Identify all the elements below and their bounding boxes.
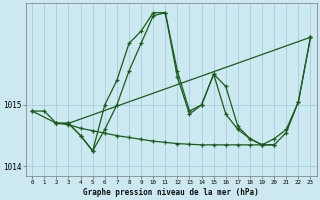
X-axis label: Graphe pression niveau de la mer (hPa): Graphe pression niveau de la mer (hPa) bbox=[84, 188, 259, 197]
